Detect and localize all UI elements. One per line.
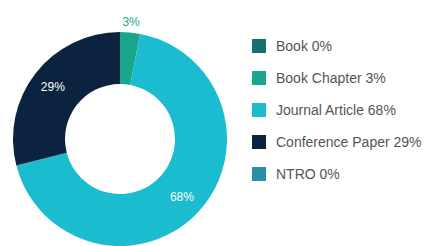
html-text:Conference Paper 29%: Conference Paper 29% — [276, 134, 422, 150]
html-text:NTRO 0%: NTRO 0% — [276, 166, 340, 182]
html-text:Book 0%: Book 0% — [276, 38, 332, 54]
svg-text:68%: 68% — [170, 190, 194, 204]
html-text:Journal Article 68%: Journal Article 68% — [276, 102, 396, 118]
svg-text:3%: 3% — [122, 15, 140, 29]
html-text:Book Chapter 3%: Book Chapter 3% — [276, 70, 386, 86]
svg-text:29%: 29% — [41, 80, 65, 94]
